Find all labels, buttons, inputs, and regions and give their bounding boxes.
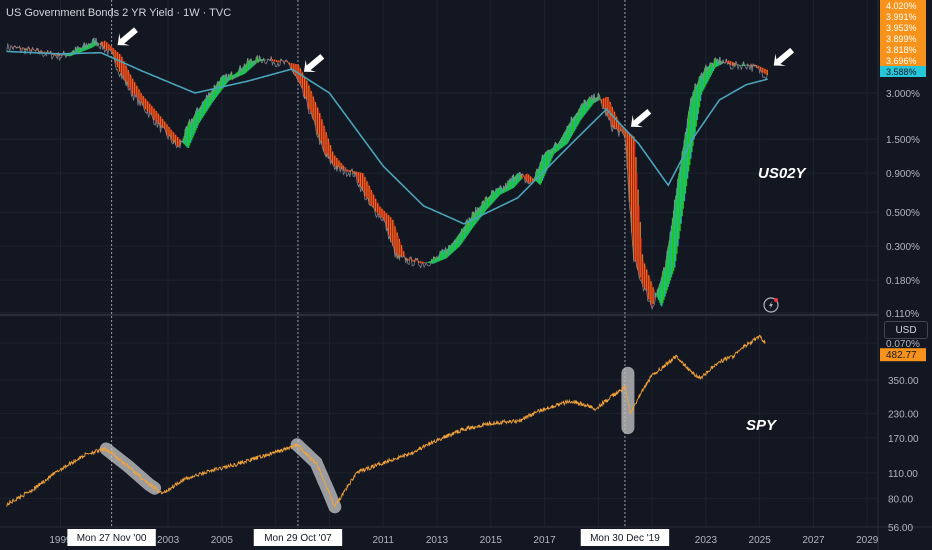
spy-last-value-tag <box>880 348 926 362</box>
arrow-shape <box>117 27 138 46</box>
us02y-axis-tick: 0.900% <box>886 169 920 180</box>
time-axis-tick: 2013 <box>426 535 449 546</box>
time-axis-tick: 2015 <box>480 535 503 546</box>
arrow-marker-icon <box>630 109 652 128</box>
us02y-axis-tick: 0.110% <box>886 309 919 320</box>
time-axis-tick: 1999 <box>49 535 72 546</box>
chart-title: US Government Bonds 2 YR Yield · 1W · TV… <box>6 7 232 19</box>
spy-axis-tick: 170.00 <box>888 434 919 445</box>
price-tag-label: 4.020% <box>886 1 917 11</box>
price-tag-label: 3.588% <box>886 67 917 77</box>
spy-highlights <box>99 366 635 514</box>
arrow-shape <box>630 109 652 128</box>
currency-badge[interactable]: USD <box>884 321 928 339</box>
spy-axis-tick: 110.00 <box>888 469 918 480</box>
spy-line <box>6 334 766 508</box>
time-axis-tick: 2003 <box>157 535 180 546</box>
us02y-ma-line <box>6 50 768 225</box>
spy-price-line <box>6 334 766 508</box>
time-axis-tick: 2011 <box>372 535 394 546</box>
price-tag <box>880 66 926 77</box>
price-tag <box>880 22 926 33</box>
price-tag-label: 3.991% <box>886 12 917 22</box>
price-tag <box>880 33 926 44</box>
us02y-price-line <box>6 37 768 311</box>
spy-axis-tick: 56.00 <box>888 523 913 534</box>
arrow-marker-icon <box>303 53 325 73</box>
spy-axis-tick: 350.00 <box>888 376 919 387</box>
us02y-axis-tick: 0.070% <box>886 339 920 350</box>
lightning-circle <box>763 297 779 313</box>
date-marker-label: Mon 29 Oct '07 <box>264 533 332 544</box>
spy-last-value-label: 482.77 <box>886 350 917 361</box>
arrow-markers <box>117 27 795 128</box>
spy-axis-tick: 230.00 <box>888 410 919 421</box>
time-axis-tick: 2029 <box>856 535 879 546</box>
price-tag <box>880 11 926 22</box>
us02y-axis-tick: 1.500% <box>886 135 920 146</box>
time-axis-tick: 2005 <box>211 535 234 546</box>
date-marker-tag <box>580 529 670 546</box>
arrow-marker-icon <box>773 47 795 66</box>
price-tag-label: 3.696% <box>886 56 917 66</box>
marker-lines <box>111 0 626 527</box>
us02y-ribbon <box>6 37 768 311</box>
price-tag-label: 3.899% <box>886 34 917 44</box>
price-tag-label: 3.818% <box>886 45 917 55</box>
us02y-axis-tick: 3.000% <box>886 89 920 100</box>
lightning-dot <box>774 298 778 302</box>
price-tag <box>880 0 926 11</box>
price-tag-label: 3.953% <box>886 23 917 33</box>
price-tag <box>880 55 926 66</box>
us02y-annotation: US02Y <box>758 165 808 182</box>
time-axis-tick: 2023 <box>695 535 718 546</box>
arrow-shape <box>303 53 325 73</box>
date-marker-label: Mon 27 Nov '00 <box>77 533 147 544</box>
spy-annotation: SPY <box>746 417 778 434</box>
time-axis-tick: 2017 <box>533 535 556 546</box>
date-marker-label: Mon 30 Dec '19 <box>590 533 660 544</box>
time-axis-tick: 2027 <box>802 535 825 546</box>
us02y-moving-average <box>6 50 768 225</box>
date-marker-tag <box>253 529 343 546</box>
arrow-marker-icon <box>117 27 138 46</box>
time-axis-tick: 2025 <box>749 535 772 546</box>
us02y-axis-tick: 0.180% <box>886 276 920 287</box>
lightning-bolt <box>769 301 773 309</box>
date-marker-tag <box>67 529 156 546</box>
spy-axis-tick: 80.00 <box>888 494 913 505</box>
us02y-axis-tick: 0.300% <box>886 242 920 253</box>
axes[interactable]: 3.000% 1.500% 0.900% 0.500% 0.300% 0.180% 0.11… <box>49 0 926 546</box>
lightning-icon <box>763 297 779 313</box>
price-tag <box>880 44 926 55</box>
us02y-axis-tick: 0.500% <box>886 208 920 219</box>
arrow-shape <box>773 47 795 66</box>
annotations: US02Y SPY <box>746 165 808 434</box>
